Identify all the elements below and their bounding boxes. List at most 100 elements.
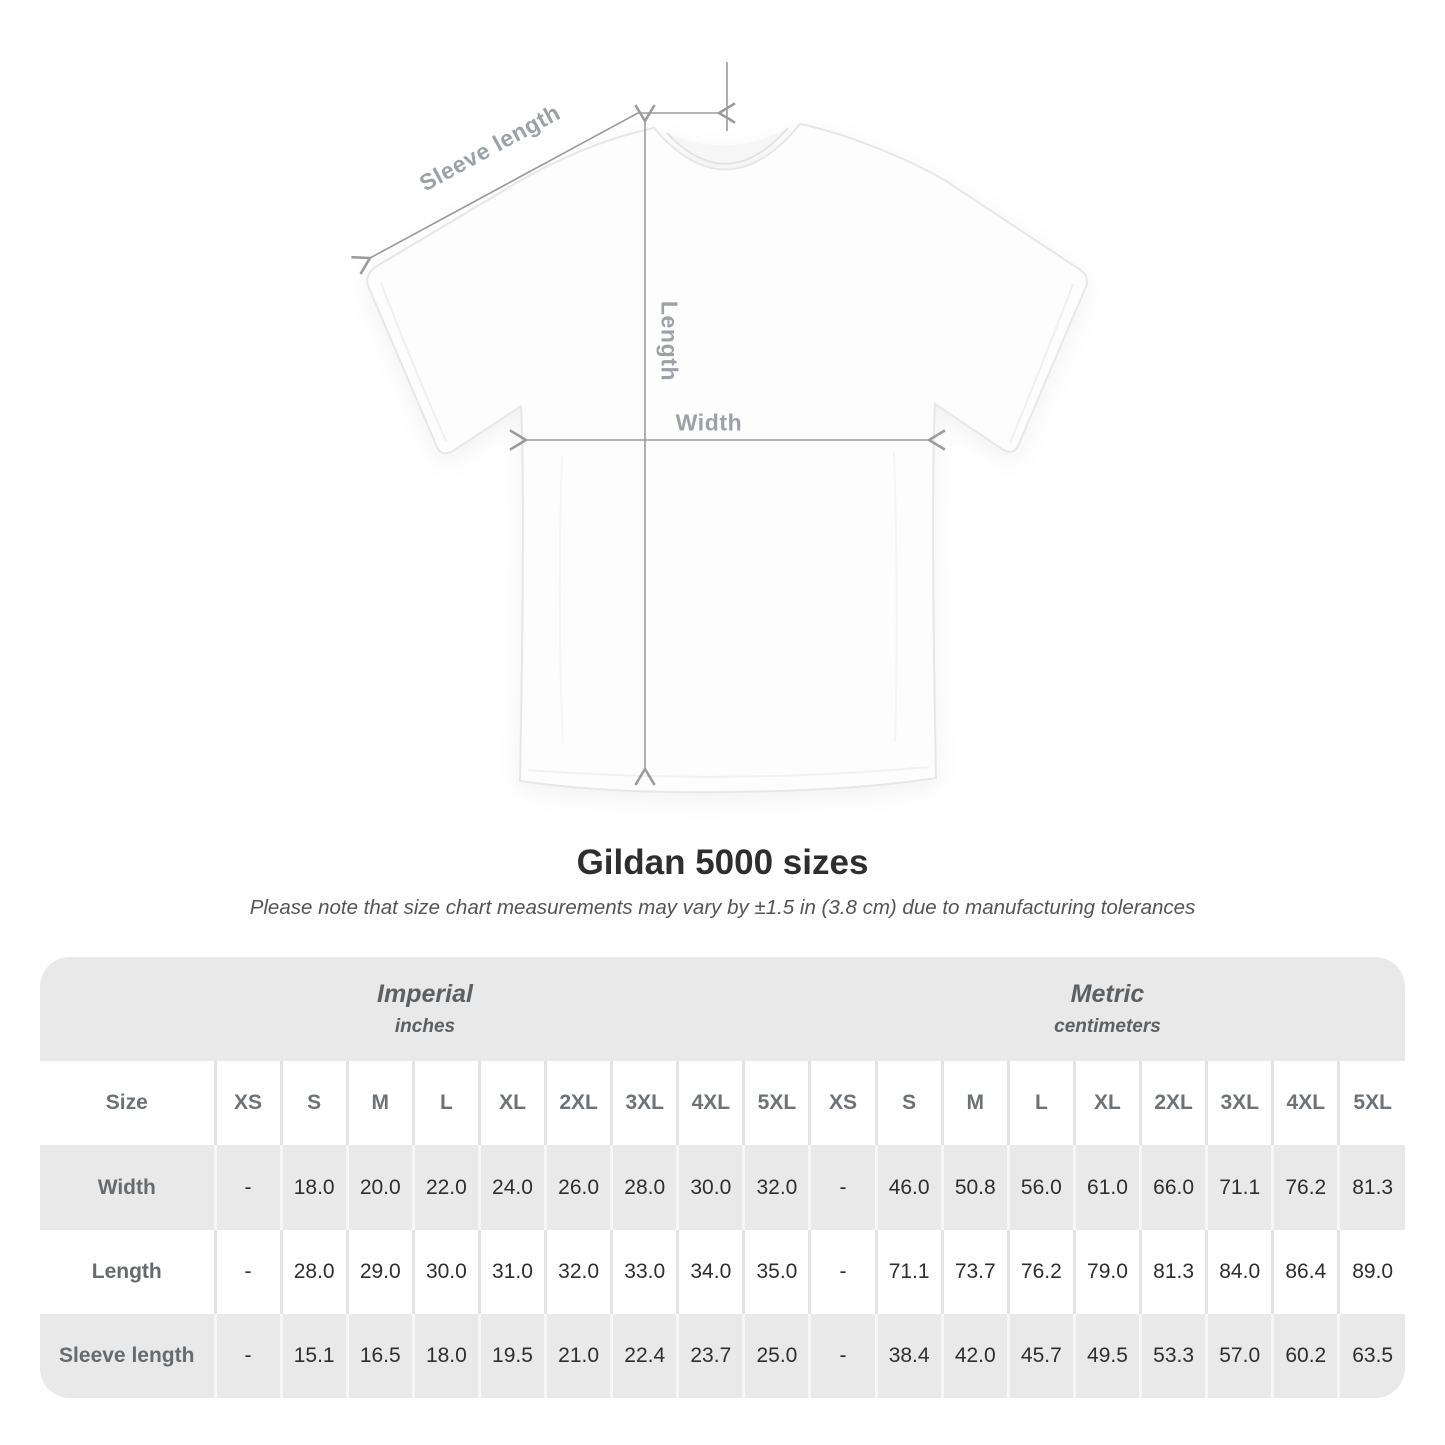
tshirt-diagram: Sleeve length Length Width	[351, 62, 1088, 794]
table-cell: -	[213, 1145, 282, 1230]
table-cell: 89.0	[1337, 1229, 1405, 1314]
row-label-length: Length	[40, 1229, 215, 1314]
table-cell: 38.4	[874, 1313, 943, 1398]
unit-header-row: Imperial inches Metric centimeters	[40, 957, 1405, 1062]
size-col-header: XL	[1072, 1061, 1141, 1146]
row-label-width: Width	[40, 1145, 215, 1230]
table-cell: 42.0	[940, 1313, 1009, 1398]
table-cell: 15.1	[279, 1313, 348, 1398]
table-cell: -	[213, 1313, 282, 1398]
table-cell: 76.2	[1006, 1229, 1075, 1314]
sleeve-length-row: Sleeve length - 15.1 16.5 18.0 19.5 21.0…	[40, 1313, 1405, 1398]
left-cuff-stitch	[380, 282, 447, 442]
table-cell: -	[808, 1145, 877, 1230]
right-cuff-stitch	[1009, 283, 1074, 444]
table-cell: 45.7	[1006, 1313, 1075, 1398]
table-cell: 33.0	[610, 1229, 678, 1314]
table-cell: 49.5	[1072, 1313, 1141, 1398]
table-cell: 19.5	[477, 1313, 546, 1398]
table-cell: -	[808, 1229, 877, 1314]
table-cell: 57.0	[1205, 1313, 1273, 1398]
size-col-header: 5XL	[1337, 1061, 1405, 1146]
table-cell: 28.0	[279, 1229, 348, 1314]
size-col-header: XS	[808, 1061, 877, 1146]
table-cell: 16.5	[345, 1313, 414, 1398]
size-table: Imperial inches Metric centimeters Size …	[40, 957, 1405, 1398]
width-row: Width - 18.0 20.0 22.0 24.0 26.0 28.0 30…	[40, 1145, 1405, 1230]
table-cell: 50.8	[940, 1145, 1009, 1230]
metric-unit-label: centimeters	[1054, 1016, 1161, 1038]
size-col-header: 2XL	[1139, 1061, 1207, 1146]
table-cell: 63.5	[1337, 1313, 1405, 1398]
table-cell: 53.3	[1139, 1313, 1207, 1398]
size-column-header: Size	[40, 1061, 215, 1146]
imperial-label: Imperial	[377, 980, 473, 1009]
table-cell: 22.0	[411, 1145, 480, 1230]
size-col-header: 3XL	[610, 1061, 678, 1146]
tshirt-outline	[366, 122, 1088, 794]
table-cell: 81.3	[1139, 1229, 1207, 1314]
width-label: Width	[675, 409, 743, 436]
table-cell: 35.0	[742, 1229, 810, 1314]
imperial-unit-label: inches	[394, 1016, 456, 1038]
table-cell: 18.0	[411, 1313, 480, 1398]
table-cell: 25.0	[742, 1313, 810, 1398]
table-cell: 56.0	[1006, 1145, 1075, 1230]
table-cell: 86.4	[1271, 1229, 1339, 1314]
size-col-header: M	[940, 1061, 1009, 1146]
table-cell: 18.0	[279, 1145, 348, 1230]
table-cell: 79.0	[1072, 1229, 1141, 1314]
table-cell: 31.0	[477, 1229, 546, 1314]
metric-label: Metric	[1070, 980, 1145, 1009]
table-cell: 24.0	[477, 1145, 546, 1230]
table-cell: -	[808, 1313, 877, 1398]
page-title: Gildan 5000 sizes	[576, 843, 869, 882]
table-cell: 71.1	[874, 1229, 943, 1314]
size-col-header: S	[874, 1061, 943, 1146]
size-col-header: 2XL	[544, 1061, 612, 1146]
table-cell: -	[213, 1229, 282, 1314]
size-col-header: 5XL	[742, 1061, 810, 1146]
table-cell: 30.0	[411, 1229, 480, 1314]
size-col-header: M	[345, 1061, 414, 1146]
table-cell: 76.2	[1271, 1145, 1339, 1230]
size-col-header: 3XL	[1205, 1061, 1273, 1146]
size-header-row: Size XS S M L XL 2XL 3XL 4XL 5XL XS S M …	[40, 1061, 1405, 1146]
size-col-header: XL	[477, 1061, 546, 1146]
table-cell: 32.0	[742, 1145, 810, 1230]
length-label: Length	[656, 300, 683, 382]
table-cell: 71.1	[1205, 1145, 1273, 1230]
table-cell: 84.0	[1205, 1229, 1273, 1314]
hem-stitch	[527, 766, 930, 778]
size-col-header: XS	[213, 1061, 282, 1146]
size-col-header: 4XL	[1271, 1061, 1339, 1146]
table-cell: 20.0	[345, 1145, 414, 1230]
table-cell: 30.0	[676, 1145, 744, 1230]
size-col-header: S	[279, 1061, 348, 1146]
size-col-header: L	[411, 1061, 480, 1146]
neck-opening	[667, 128, 788, 164]
imperial-group-header: Imperial inches	[40, 957, 810, 1062]
table-cell: 81.3	[1337, 1145, 1405, 1230]
collar-stitch	[666, 127, 789, 165]
length-row: Length - 28.0 29.0 30.0 31.0 32.0 33.0 3…	[40, 1229, 1405, 1314]
table-cell: 61.0	[1072, 1145, 1141, 1230]
tolerance-note: Please note that size chart measurements…	[249, 896, 1196, 919]
table-cell: 34.0	[676, 1229, 744, 1314]
size-col-header: L	[1006, 1061, 1075, 1146]
tshirt-illustration	[351, 62, 1088, 794]
table-cell: 60.2	[1271, 1313, 1339, 1398]
size-col-header: 4XL	[676, 1061, 744, 1146]
table-cell: 28.0	[610, 1145, 678, 1230]
table-cell: 73.7	[940, 1229, 1009, 1314]
table-cell: 29.0	[345, 1229, 414, 1314]
table-cell: 32.0	[544, 1229, 612, 1314]
body-fold-right	[893, 451, 898, 743]
row-label-sleeve-length: Sleeve length	[40, 1313, 215, 1398]
table-cell: 26.0	[544, 1145, 612, 1230]
table-cell: 21.0	[544, 1313, 612, 1398]
body-fold-left	[558, 454, 564, 746]
size-table-grid: Imperial inches Metric centimeters Size …	[40, 957, 1405, 1398]
metric-group-header: Metric centimeters	[809, 957, 1405, 1062]
table-cell: 22.4	[610, 1313, 678, 1398]
